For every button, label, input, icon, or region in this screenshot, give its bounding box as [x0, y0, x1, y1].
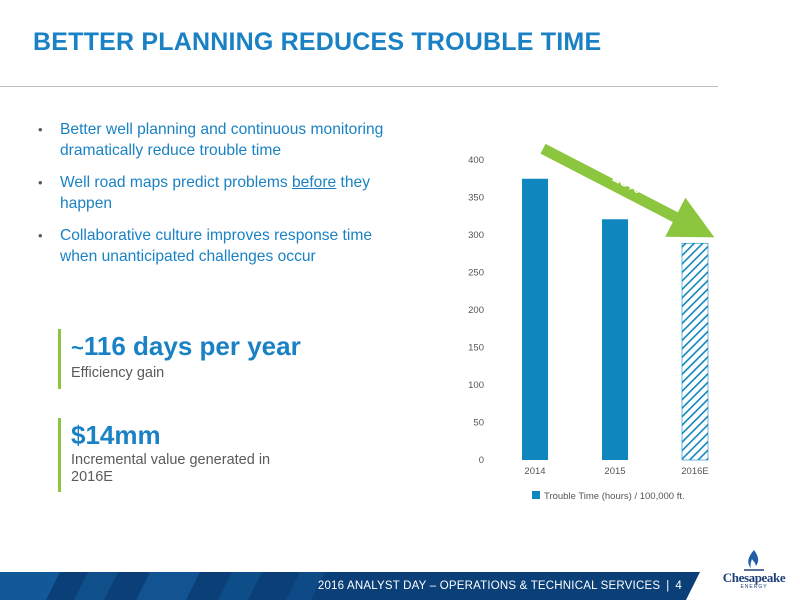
x-tick-label: 2014: [524, 466, 545, 477]
bullet-text-emphasis: before: [291, 174, 337, 191]
x-tick-label: 2015: [604, 466, 625, 477]
bar-2014: [522, 178, 548, 460]
bullet-text: Better well planning and continuous moni…: [60, 121, 384, 159]
y-tick-label: 300: [468, 230, 484, 241]
y-tick-label: 0: [479, 455, 484, 466]
y-tick-label: 50: [473, 418, 484, 429]
page-title: BETTER PLANNING REDUCES TROUBLE TIME: [33, 28, 602, 56]
bullet-item: • Collaborative culture improves respons…: [38, 225, 398, 267]
bullet-item: • Well road maps predict problems before…: [38, 172, 398, 214]
stat-value: $14mm: [71, 418, 291, 452]
legend-label: Trouble Time (hours) / 100,000 ft.: [544, 491, 685, 502]
footer-stripe-left: [0, 572, 700, 600]
stat-value: ~116 days per year: [71, 329, 301, 365]
chesapeake-logo: Chesapeake ENERGY: [714, 548, 794, 598]
logo-subtitle: ENERGY: [740, 584, 768, 590]
bullet-item: • Better well planning and continuous mo…: [38, 119, 398, 161]
y-tick-label: 100: [468, 380, 484, 391]
bullet-list: • Better well planning and continuous mo…: [38, 119, 398, 278]
trend-annotation: 23%: [540, 143, 715, 238]
y-tick-label: 400: [468, 155, 484, 166]
bar-2015: [602, 219, 628, 460]
footer-band: [0, 572, 800, 600]
y-tick-label: 200: [468, 305, 484, 316]
stat-value-generated: $14mm Incremental value generated in 201…: [58, 418, 291, 492]
stat-efficiency: ~116 days per year Efficiency gain: [58, 329, 301, 389]
flame-icon: [744, 550, 764, 571]
footer-stripe-4: [218, 572, 262, 600]
bullet-glyph: •: [38, 228, 43, 243]
y-axis: 0 50 100 150 200 250 300 350 400: [468, 155, 484, 466]
x-axis: 2014 2015 2016E: [524, 466, 708, 477]
stat-prefix: ~: [71, 335, 84, 360]
legend-swatch: [532, 491, 540, 499]
bar-chart: 0 50 100 150 200 250 300 350 400 2014 2015 2016E 2…: [468, 143, 715, 502]
stat-label: Efficiency gain: [71, 365, 165, 381]
bullet-text: Collaborative culture improves response …: [60, 227, 373, 265]
footer-title: 2016 ANALYST DAY – OPERATIONS & TECHNICA…: [317, 580, 661, 592]
x-tick-label: 2016E: [681, 466, 708, 477]
footer: 2016 ANALYST DAY – OPERATIONS & TECHNICA…: [318, 580, 682, 592]
stat-label: Incremental value generated in 2016E: [71, 452, 271, 485]
bar-2016e: [681, 242, 709, 461]
legend: Trouble Time (hours) / 100,000 ft.: [532, 491, 685, 502]
footer-stripe-5: [286, 572, 325, 600]
title-divider: [0, 86, 718, 87]
logo-wordmark: Chesapeake: [722, 570, 786, 585]
page-number: 4: [675, 580, 682, 592]
stat-value-text: 116 days per year: [83, 331, 301, 361]
stat-value-text: $14mm: [71, 420, 161, 450]
bars: [522, 178, 709, 461]
bullet-text-before: Well road maps predict problems: [60, 174, 292, 191]
trend-arrow: [540, 143, 715, 238]
footer-stripe-3: [136, 572, 200, 600]
footer-separator: |: [666, 580, 670, 592]
bullet-text-after: they happen: [60, 174, 371, 212]
footer-stripe-2: [74, 572, 118, 600]
y-tick-label: 250: [468, 268, 484, 279]
bullet-glyph: •: [38, 122, 43, 137]
y-tick-label: 350: [468, 193, 484, 204]
y-tick-label: 150: [468, 343, 484, 354]
bullet-glyph: •: [38, 175, 43, 190]
footer-stripe-1: [0, 572, 60, 600]
